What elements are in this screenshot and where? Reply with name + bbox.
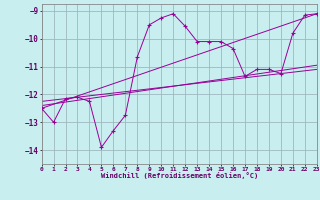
X-axis label: Windchill (Refroidissement éolien,°C): Windchill (Refroidissement éolien,°C)	[100, 172, 258, 179]
